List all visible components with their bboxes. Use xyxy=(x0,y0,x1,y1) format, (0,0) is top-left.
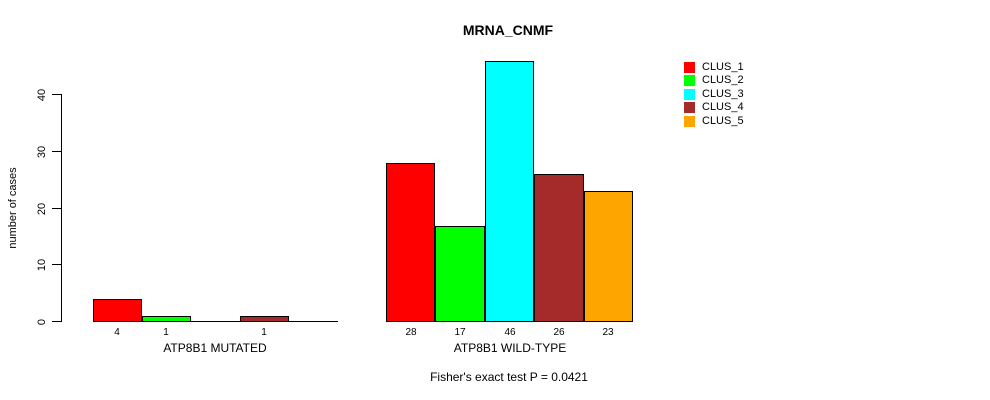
legend-swatch-clus-2 xyxy=(684,75,695,86)
y-tick xyxy=(52,151,61,152)
legend-label: CLUS_5 xyxy=(702,115,744,127)
legend-item: CLUS_4 xyxy=(684,101,764,114)
legend-label: CLUS_4 xyxy=(702,101,744,113)
x-baseline xyxy=(93,321,338,322)
y-axis-line xyxy=(61,94,62,322)
bar-clus-2-group2 xyxy=(435,226,485,322)
legend-label: CLUS_3 xyxy=(702,88,744,100)
legend-label: CLUS_1 xyxy=(702,61,744,73)
y-tick-label: 0 xyxy=(36,318,48,326)
legend-item: CLUS_2 xyxy=(684,74,764,87)
bar-value-label: 46 xyxy=(504,327,516,338)
bar-value-label: 17 xyxy=(454,327,466,338)
bar-value-label: 4 xyxy=(114,327,120,338)
group-label: ATP8B1 MUTATED xyxy=(163,341,267,355)
y-tick-label: 40 xyxy=(36,88,48,102)
legend-swatch-clus-4 xyxy=(684,102,695,113)
legend-item: CLUS_3 xyxy=(684,88,764,101)
legend-swatch-clus-1 xyxy=(684,62,695,73)
y-tick-label: 20 xyxy=(36,202,48,216)
chart-title: MRNA_CNMF xyxy=(462,22,554,38)
y-tick xyxy=(52,208,61,209)
y-tick xyxy=(52,94,61,95)
y-axis-label: number of cases xyxy=(7,167,19,249)
bar-value-label: 1 xyxy=(261,327,267,338)
bar-clus-5-group2 xyxy=(584,191,633,322)
bar-clus-4-group1 xyxy=(240,316,289,322)
bar-clus-2-group1 xyxy=(142,316,191,322)
bar-value-label: 23 xyxy=(602,327,614,338)
group-label: ATP8B1 WILD-TYPE xyxy=(453,341,567,355)
y-tick xyxy=(52,264,61,265)
y-tick xyxy=(52,321,61,322)
legend-swatch-clus-3 xyxy=(684,89,695,100)
bar-value-label: 26 xyxy=(553,327,565,338)
bar-clus-1-group1 xyxy=(93,299,142,322)
bar-clus-4-group2 xyxy=(534,174,584,322)
legend-item: CLUS_5 xyxy=(684,115,764,128)
legend-label: CLUS_2 xyxy=(702,74,744,86)
bar-value-label: 1 xyxy=(163,327,169,338)
y-tick-label: 10 xyxy=(36,258,48,272)
subtitle-fisher-test: Fisher's exact test P = 0.0421 xyxy=(430,370,588,384)
bar-value-label: 28 xyxy=(405,327,417,338)
bar-clus-3-group2 xyxy=(485,61,534,322)
legend-item: CLUS_1 xyxy=(684,61,764,74)
legend-swatch-clus-5 xyxy=(684,116,695,127)
bar-clus-1-group2 xyxy=(386,163,435,322)
y-tick-label: 30 xyxy=(36,145,48,159)
